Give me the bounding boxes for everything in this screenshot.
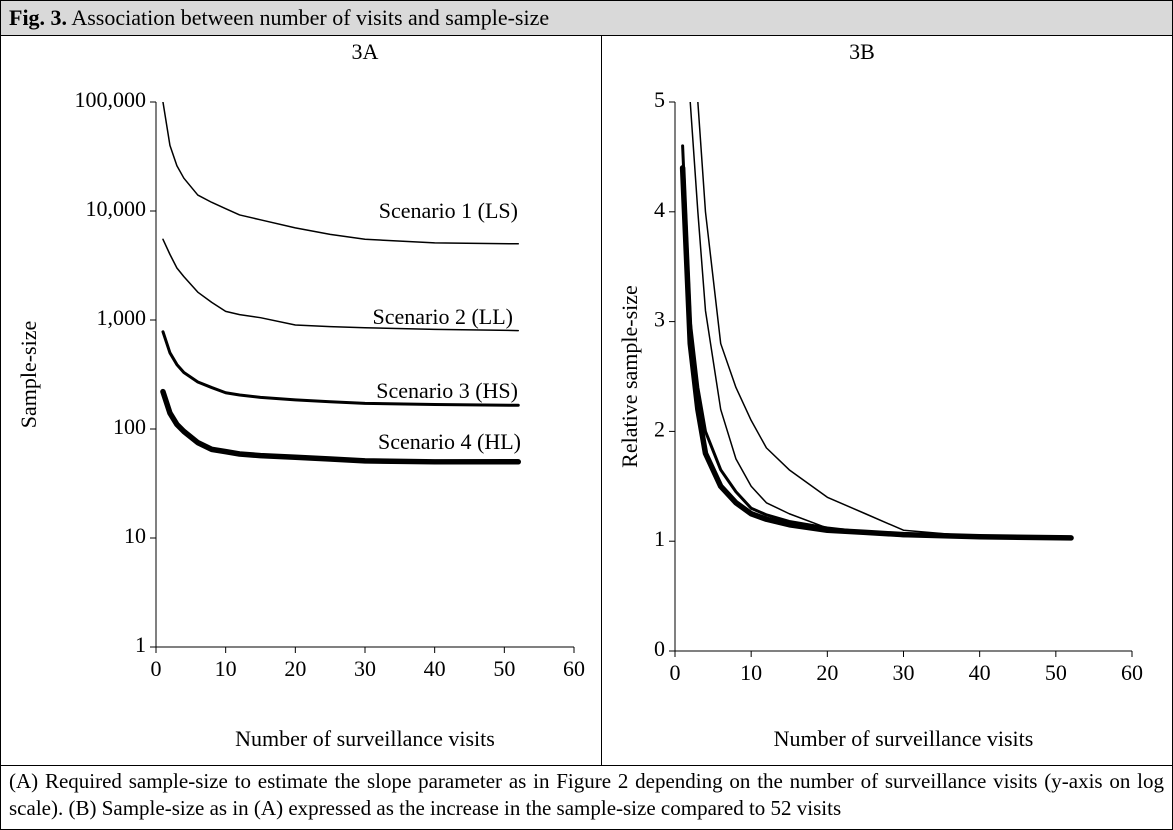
series-label: Scenario 1 (LS) [379,198,518,223]
series-line [162,102,520,245]
y-tick-label: 10 [124,523,146,548]
figure-title: Association between number of visits and… [71,5,550,30]
x-tick-label: 20 [816,660,838,685]
chart-3b: 3B Number of surveillance visits Relative … [601,36,1143,765]
y-tick-label: 1 [135,632,146,657]
x-tick-label: 40 [424,656,446,681]
figure-label: Fig. 3. [9,5,68,30]
y-axis-label: Sample-size [16,321,41,429]
x-tick-label: 20 [284,656,306,681]
y-tick-label: 3 [654,307,665,332]
series-label: Scenario 4 (HL) [378,429,521,454]
y-tick-label: 2 [654,416,665,441]
x-tick-label: 30 [354,656,376,681]
figure-header: Fig. 3. Association between number of vi… [1,1,1172,36]
x-tick-label: 0 [670,660,681,685]
y-axis-label: Relative sample-size [617,285,642,468]
x-tick-label: 50 [1045,660,1067,685]
chart-title: 3A [352,39,379,64]
x-axis-label: Number of surveillance visits [235,726,495,751]
series-line [689,102,1072,539]
y-tick-label: 4 [654,197,665,222]
x-tick-label: 60 [1121,660,1143,685]
chart-title: 3B [849,39,875,64]
figure-caption: (A) Required sample-size to estimate the… [1,765,1172,829]
chart-3a: 3A Number of surveillance visits Sample-si… [16,39,585,751]
x-tick-label: 10 [740,660,762,685]
x-tick-label: 50 [493,656,515,681]
x-tick-label: 30 [893,660,915,685]
y-tick-label: 5 [654,87,665,112]
series-line [681,144,1073,540]
y-tick-label: 0 [654,636,665,661]
x-axis-label: Number of surveillance visits [774,726,1034,751]
series-line [679,165,1074,541]
series-line [161,330,520,407]
x-tick-label: 10 [215,656,237,681]
y-tick-label: 10,000 [86,196,147,221]
series-line [697,102,1072,539]
x-tick-label: 60 [563,656,585,681]
series-label: Scenario 2 (LL) [373,304,514,329]
y-tick-label: 1 [654,526,665,551]
series-label: Scenario 3 (HS) [376,378,518,403]
x-tick-label: 40 [969,660,991,685]
series-line [160,388,522,465]
y-tick-label: 100 [113,414,146,439]
y-tick-label: 100,000 [75,87,147,112]
x-tick-label: 0 [151,656,162,681]
y-tick-label: 1,000 [97,305,147,330]
series-line [162,238,520,332]
